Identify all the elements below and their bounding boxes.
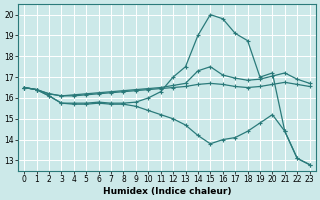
X-axis label: Humidex (Indice chaleur): Humidex (Indice chaleur) (103, 187, 231, 196)
